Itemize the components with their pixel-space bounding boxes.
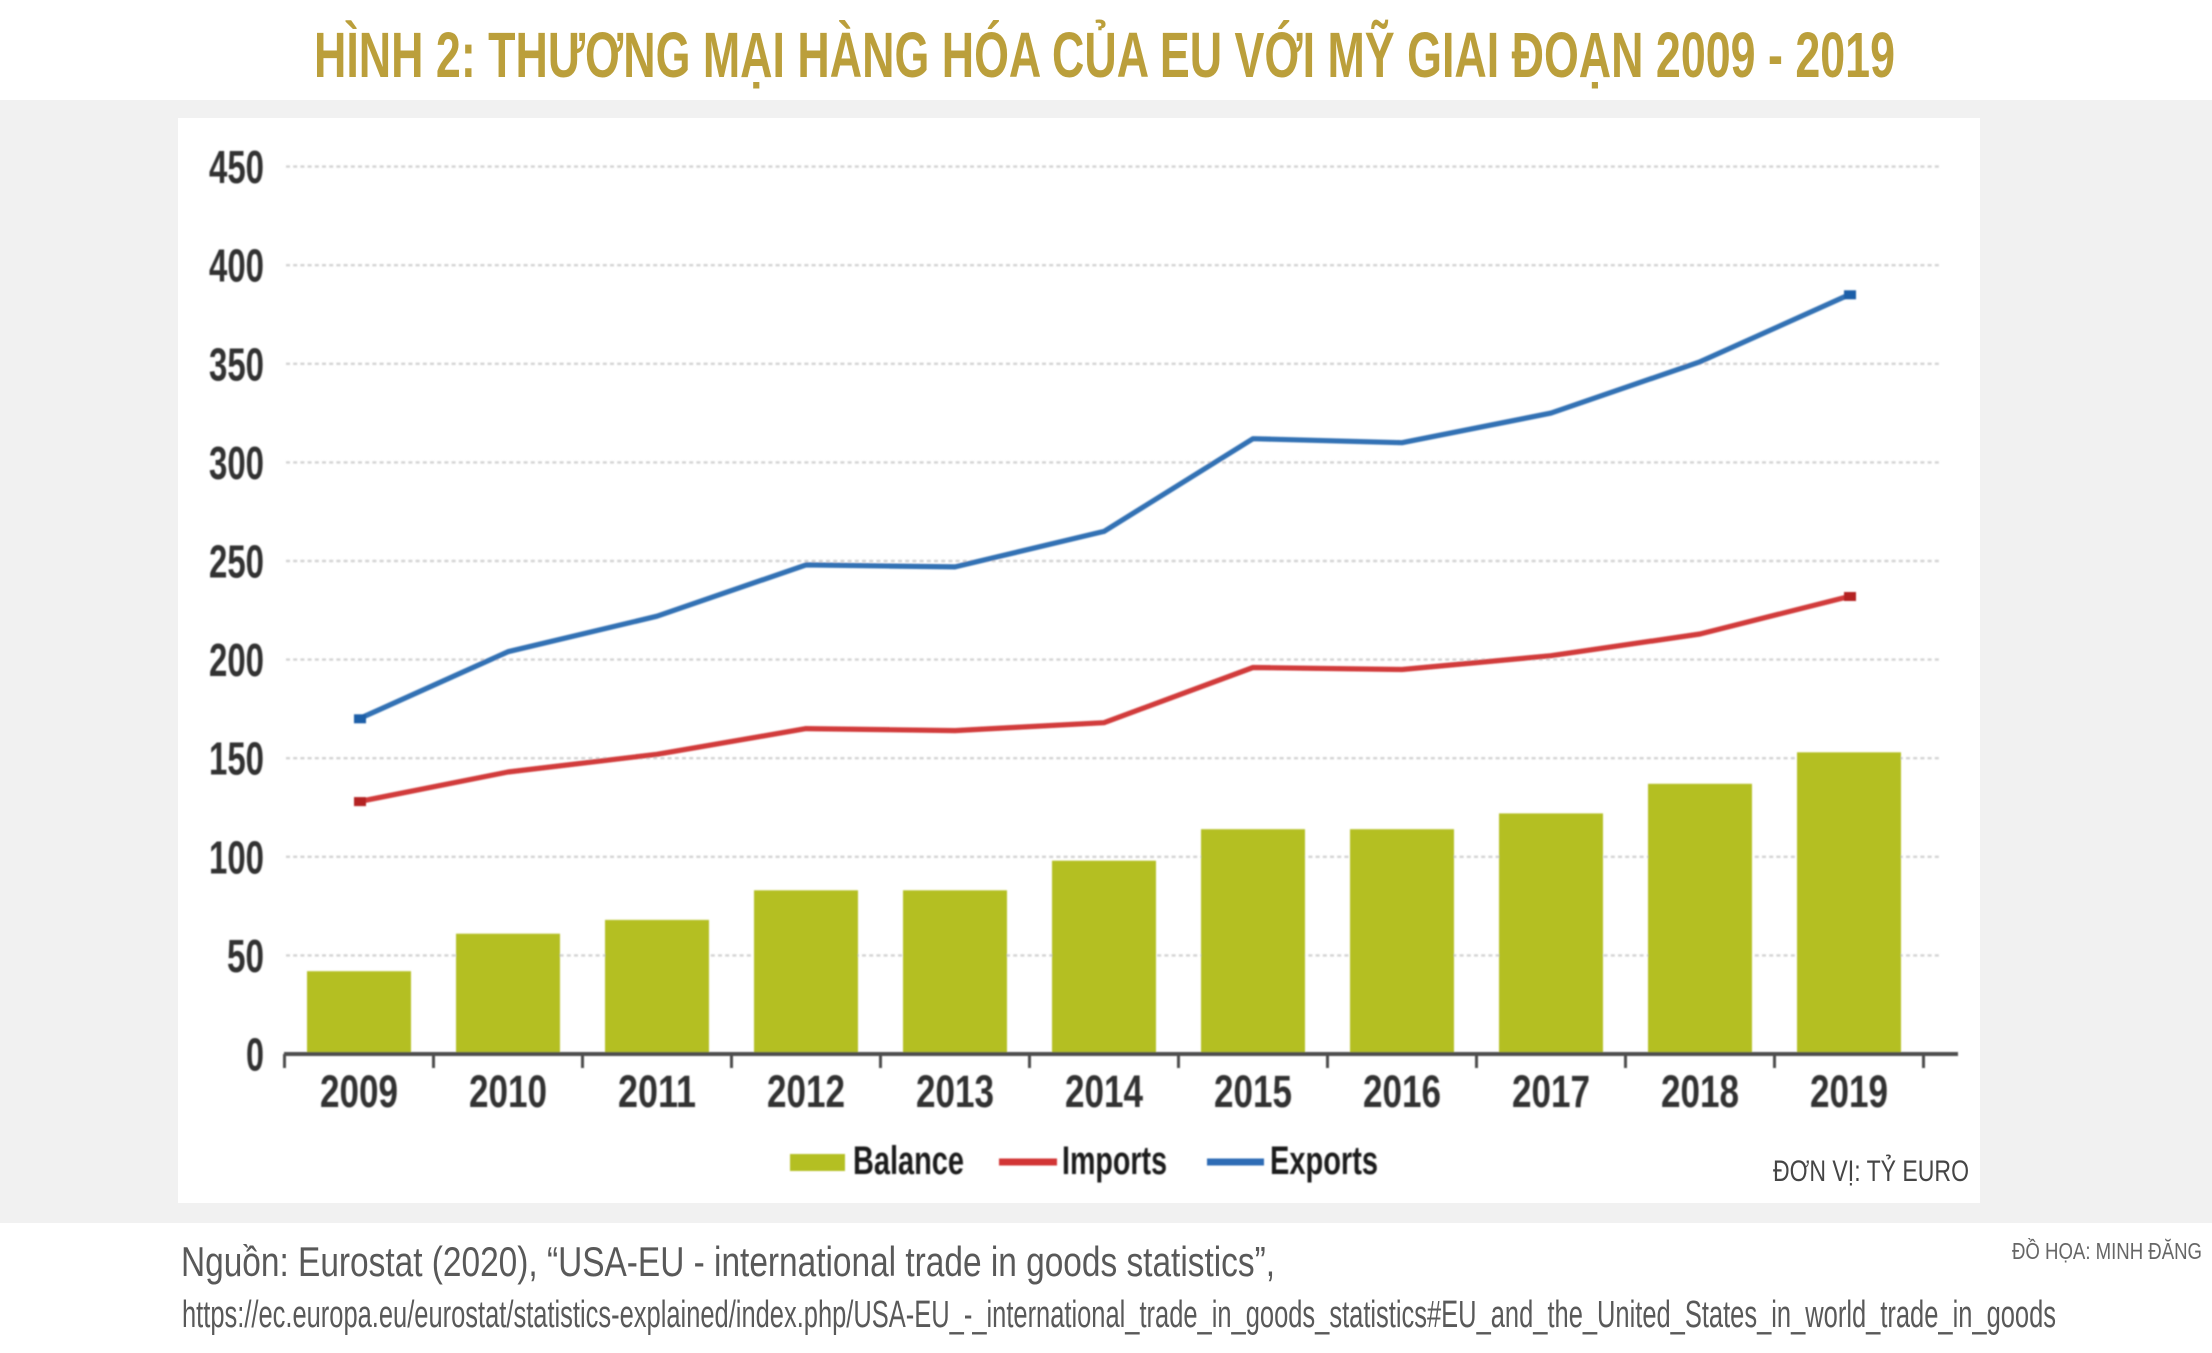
svg-text:2017: 2017 [1512, 1066, 1590, 1117]
svg-text:Nguồn: Eurostat (2020), “USA-E: Nguồn: Eurostat (2020), “USA-EU - intern… [181, 1238, 1275, 1285]
svg-text:Balance: Balance [853, 1139, 964, 1183]
svg-text:150: 150 [209, 733, 264, 785]
svg-text:ĐƠN VỊ: TỶ EURO: ĐƠN VỊ: TỶ EURO [1773, 1154, 1969, 1188]
svg-text:2013: 2013 [916, 1066, 994, 1117]
svg-text:2018: 2018 [1661, 1066, 1739, 1117]
svg-text:Exports: Exports [1270, 1139, 1378, 1183]
svg-text:50: 50 [227, 930, 264, 982]
svg-text:2019: 2019 [1810, 1066, 1888, 1117]
svg-text:2009: 2009 [320, 1066, 398, 1117]
svg-text:2016: 2016 [1363, 1066, 1441, 1117]
svg-text:2010: 2010 [469, 1066, 547, 1117]
svg-text:2011: 2011 [618, 1066, 696, 1117]
svg-text:450: 450 [209, 141, 264, 193]
svg-text:400: 400 [209, 240, 264, 292]
svg-text:300: 300 [209, 437, 264, 489]
svg-text:100: 100 [209, 831, 264, 883]
svg-text:2012: 2012 [767, 1066, 845, 1117]
svg-text:0: 0 [246, 1029, 264, 1081]
svg-text:ĐỒ HỌA: MINH ĐĂNG: ĐỒ HỌA: MINH ĐĂNG [2012, 1237, 2202, 1264]
svg-text:200: 200 [209, 634, 264, 686]
svg-text:350: 350 [209, 338, 264, 390]
svg-text:250: 250 [209, 536, 264, 588]
svg-text:HÌNH 2: THƯƠNG MẠI HÀNG HÓA CỦ: HÌNH 2: THƯƠNG MẠI HÀNG HÓA CỦA EU VỚI M… [314, 18, 1895, 91]
svg-text:2014: 2014 [1065, 1066, 1143, 1117]
svg-text:https://ec.europa.eu/eurostat/: https://ec.europa.eu/eurostat/statistics… [182, 1294, 2056, 1336]
svg-text:Imports: Imports [1062, 1139, 1167, 1183]
svg-text:2015: 2015 [1214, 1066, 1292, 1117]
